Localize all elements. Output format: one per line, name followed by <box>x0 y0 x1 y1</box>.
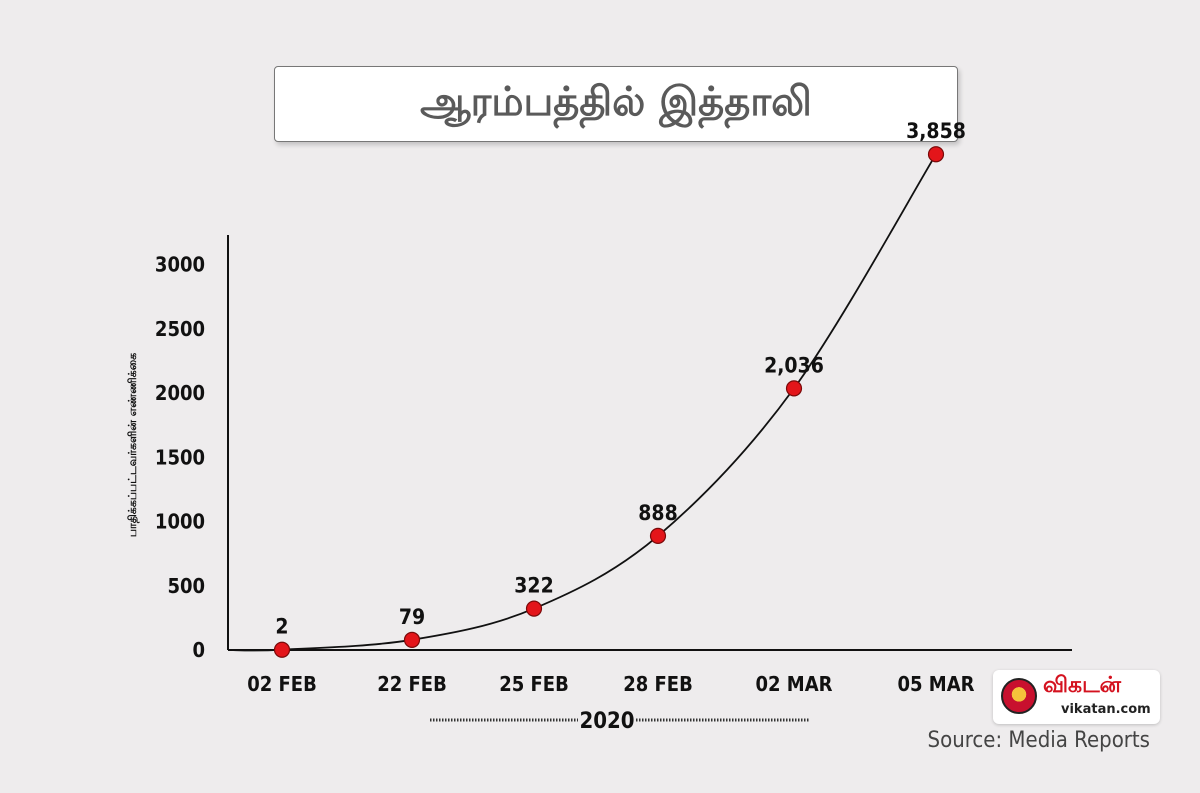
vikatan-logo: விகடன் vikatan.com <box>993 670 1160 724</box>
data-point <box>273 641 291 658</box>
x-tick-label: 25 FEB <box>499 672 569 696</box>
x-tick-label: 05 MAR <box>898 672 975 696</box>
x-tick-label: 02 FEB <box>247 672 317 696</box>
data-points <box>273 146 945 658</box>
y-tick-label: 2500 <box>155 317 205 341</box>
data-label: 3,858 <box>906 119 966 143</box>
data-labels: 2 79 322 888 2,036 3,858 <box>275 119 965 638</box>
data-label: 322 <box>514 574 553 598</box>
title-box: ஆரம்பத்தில் இத்தாலி <box>274 66 958 142</box>
source-note: Source: Media Reports <box>927 728 1150 753</box>
y-tick-label: 500 <box>167 574 205 598</box>
data-point <box>927 146 945 163</box>
brand-url: vikatan.com <box>1061 702 1151 717</box>
brand-name: விகடன் <box>1043 673 1121 698</box>
data-point <box>525 600 543 617</box>
x-tick-label: 02 MAR <box>756 672 833 696</box>
data-label: 2 <box>275 615 288 639</box>
y-tick-label: 1500 <box>155 445 205 469</box>
data-point <box>649 527 667 544</box>
data-label: 79 <box>399 605 425 629</box>
axes <box>227 235 1072 651</box>
y-tick-labels: 0 500 1000 1500 2000 2500 3000 <box>155 253 205 663</box>
data-label: 888 <box>638 501 677 525</box>
x-tick-label: 28 FEB <box>623 672 693 696</box>
y-tick-label: 2000 <box>155 381 205 405</box>
x-tick-label: 22 FEB <box>377 672 447 696</box>
y-axis-label: பாதிக்கப்பட்டவர்களின் எண்ணிக்கை <box>126 353 140 537</box>
y-tick-label: 0 <box>192 638 205 662</box>
x-axis-label: 2020 <box>579 709 634 734</box>
x-tick-labels: 02 FEB 22 FEB 25 FEB 28 FEB 02 MAR 05 MAR <box>247 672 974 696</box>
y-tick-label: 1000 <box>155 510 205 534</box>
series-line <box>227 153 937 652</box>
y-tick-label: 3000 <box>155 253 205 277</box>
vikatan-emblem-icon <box>1001 678 1037 714</box>
data-point <box>403 631 421 648</box>
data-point <box>785 380 803 397</box>
data-label: 2,036 <box>764 353 824 377</box>
chart-title: ஆரம்பத்தில் இத்தாலி <box>420 78 812 125</box>
